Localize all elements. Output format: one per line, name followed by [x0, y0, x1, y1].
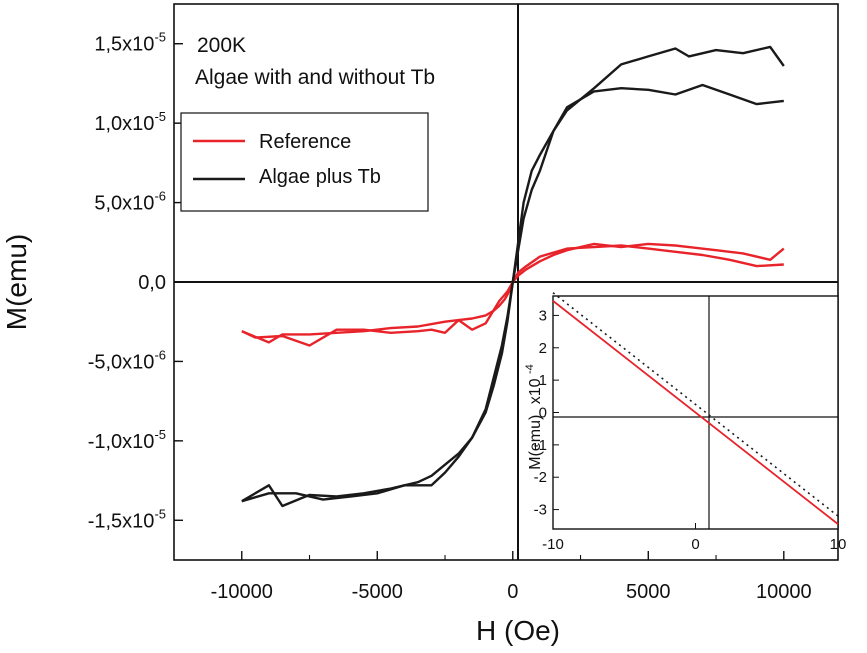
- y-tick-label: 1,0x10-5: [94, 109, 166, 135]
- series-reference-branch-1: [241, 242, 785, 347]
- series-algae-plus-tb-branch-1: [241, 45, 785, 503]
- x-tick-label: -5000: [352, 581, 403, 603]
- temperature-annotation: 200K: [197, 34, 246, 57]
- y-axis-ticks: 1,5x10-51,0x10-55,0x10-60,0-5,0x10-6-1,0…: [88, 30, 183, 532]
- inset-line-solid: [552, 300, 839, 525]
- x-tick-label: 5000: [626, 581, 671, 603]
- inset-y-multiplier: x10: [527, 378, 544, 404]
- y-tick-label: 1,5x10-5: [94, 30, 166, 56]
- x-tick-label: 0: [507, 581, 518, 603]
- y-tick-mantissa: 1,5x10: [94, 34, 154, 56]
- inset-y-tick-label: 3: [539, 307, 547, 324]
- inset-line-dotted: [552, 292, 839, 517]
- y-tick-label: -1,5x10-5: [88, 506, 166, 532]
- y-tick-mantissa: -1,5x10: [88, 510, 155, 532]
- inset-x-tick-label: 10: [830, 536, 847, 553]
- y-axis-title: M(emu): [1, 234, 32, 330]
- y-tick-label: 5,0x10-6: [94, 189, 166, 215]
- inset-y-tick-label: -3: [534, 502, 547, 519]
- inset-y-tick-label: 2: [539, 340, 547, 357]
- y-tick-exponent: -5: [154, 427, 166, 442]
- y-tick-label: -1,0x10-5: [88, 427, 166, 453]
- legend-label-reference: Reference: [259, 131, 351, 153]
- legend: Reference Algae plus Tb: [180, 112, 429, 212]
- y-tick-exponent: -5: [154, 30, 166, 45]
- x-tick-label: -10000: [211, 581, 273, 603]
- y-tick-label: 0,0: [138, 272, 166, 294]
- description-annotation: Algae with and without Tb: [195, 66, 435, 89]
- y-tick-mantissa: -1,0x10: [88, 431, 155, 453]
- y-tick-label: -5,0x10-6: [88, 347, 166, 373]
- inset-y-label: M(emu): [527, 415, 544, 470]
- series-layer: [241, 45, 785, 508]
- series-reference-branch-0: [241, 244, 784, 344]
- y-tick-mantissa: -5,0x10: [88, 351, 155, 373]
- inset-y-axis-title: M(emu) x10 -4: [524, 364, 544, 470]
- inset-x-tick-label: 0: [691, 536, 699, 553]
- inset-series-layer: [552, 292, 839, 525]
- y-tick-mantissa: 1,0x10: [94, 113, 154, 135]
- inset-y-multiplier-exp: -4: [524, 364, 536, 374]
- inset-x-tick-label: -10: [542, 536, 564, 553]
- x-tick-label: 10000: [756, 581, 812, 603]
- x-axis-title: H (Oe): [476, 615, 560, 646]
- legend-label-algae-plus-tb: Algae plus Tb: [259, 166, 381, 188]
- y-tick-mantissa: 5,0x10: [94, 193, 154, 215]
- y-tick-exponent: -6: [154, 189, 166, 204]
- inset-y-tick-label: 0: [539, 405, 547, 422]
- y-tick-mantissa: 0,0: [138, 272, 166, 294]
- inset-y-tick-label: 1: [539, 372, 547, 389]
- x-axis-ticks: -10000 -5000 0 5000 10000: [211, 551, 812, 603]
- inset-y-tick-label: -1: [534, 437, 547, 454]
- y-tick-exponent: -5: [154, 109, 166, 124]
- y-tick-exponent: -5: [154, 506, 166, 521]
- legend-box: [180, 112, 429, 212]
- inset-y-tick-label: -2: [534, 469, 547, 486]
- y-tick-exponent: -6: [154, 347, 166, 362]
